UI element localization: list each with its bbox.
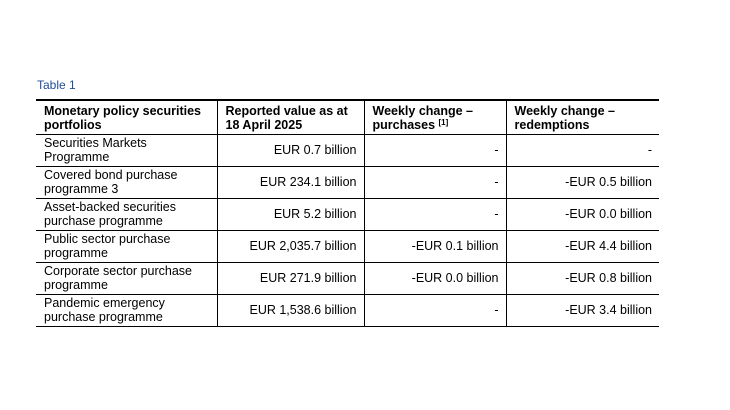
footnote-link[interactable]: [1] [438, 117, 449, 127]
table-row: Asset-backed securities purchase program… [36, 198, 659, 231]
header-weekly-purchases: Weekly change – purchases [1] [364, 100, 507, 135]
reported-value: EUR 234.1 billion [217, 166, 365, 199]
header-reported-value: Reported value as at 18 April 2025 [217, 100, 365, 135]
reported-value: EUR 5.2 billion [217, 198, 365, 231]
reported-value: EUR 0.7 billion [217, 134, 365, 167]
portfolio-name: Covered bond purchase programme 3 [36, 166, 218, 199]
portfolios-table: Monetary policy securities portfolios Re… [36, 99, 659, 327]
header-weekly-purchases-label: Weekly change – purchases [372, 103, 474, 132]
weekly-redemptions: -EUR 0.8 billion [506, 262, 659, 295]
weekly-purchases: - [364, 198, 507, 231]
weekly-purchases: - [364, 166, 507, 199]
reported-value: EUR 2,035.7 billion [217, 230, 365, 263]
table-row: Covered bond purchase programme 3 EUR 23… [36, 166, 659, 199]
weekly-purchases: - [364, 294, 507, 327]
portfolio-name: Pandemic emergency purchase programme [36, 294, 218, 327]
weekly-purchases: -EUR 0.1 billion [364, 230, 507, 263]
reported-value: EUR 1,538.6 billion [217, 294, 365, 327]
weekly-redemptions: - [506, 134, 659, 167]
table-row: Corporate sector purchase programme EUR … [36, 262, 659, 295]
portfolio-name: Public sector purchase programme [36, 230, 218, 263]
weekly-purchases: -EUR 0.0 billion [364, 262, 507, 295]
weekly-redemptions: -EUR 4.4 billion [506, 230, 659, 263]
table-caption: Table 1 [37, 78, 76, 92]
weekly-redemptions: -EUR 0.5 billion [506, 166, 659, 199]
table-row: Securities Markets Programme EUR 0.7 bil… [36, 134, 659, 167]
weekly-redemptions: -EUR 3.4 billion [506, 294, 659, 327]
table-row: Public sector purchase programme EUR 2,0… [36, 230, 659, 263]
weekly-purchases: - [364, 134, 507, 167]
portfolio-name: Corporate sector purchase programme [36, 262, 218, 295]
header-weekly-redemptions: Weekly change – redemptions [506, 100, 659, 135]
weekly-redemptions: -EUR 0.0 billion [506, 198, 659, 231]
header-portfolios: Monetary policy securities portfolios [36, 100, 218, 135]
table-header-row: Monetary policy securities portfolios Re… [36, 100, 659, 135]
reported-value: EUR 271.9 billion [217, 262, 365, 295]
portfolio-name: Asset-backed securities purchase program… [36, 198, 218, 231]
table-row: Pandemic emergency purchase programme EU… [36, 294, 659, 327]
portfolio-name: Securities Markets Programme [36, 134, 218, 167]
